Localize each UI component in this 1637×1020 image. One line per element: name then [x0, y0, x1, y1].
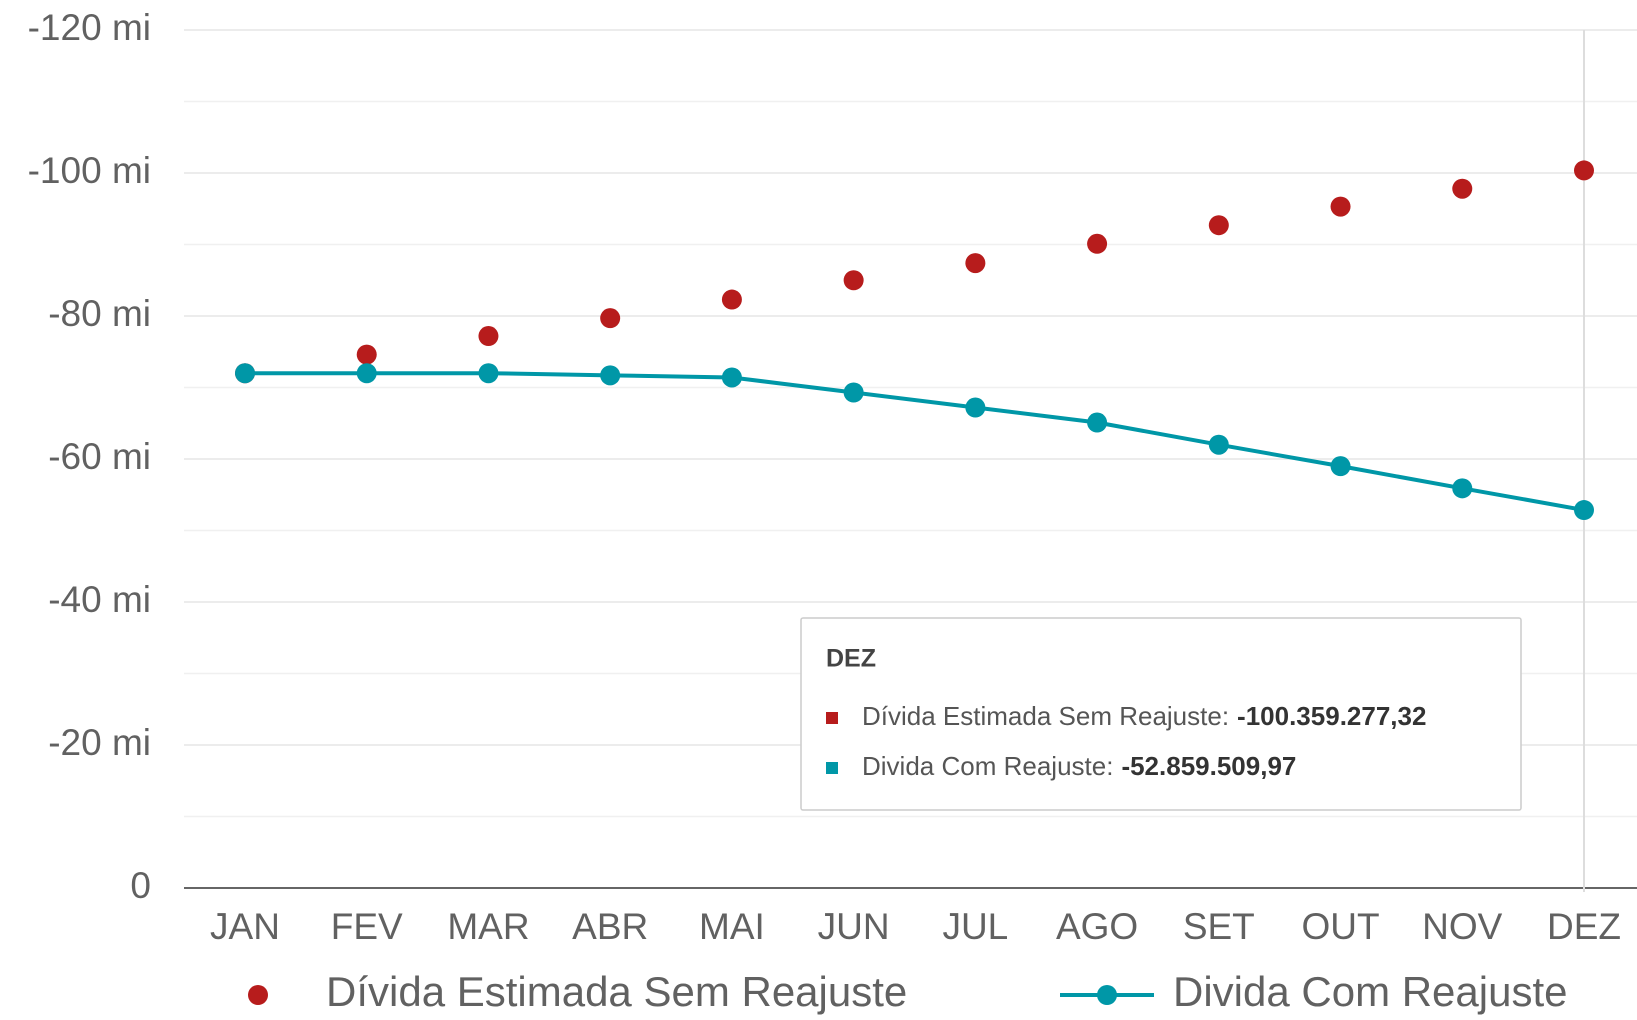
data-point — [235, 363, 255, 384]
x-tick-label: OUT — [1301, 906, 1379, 947]
x-tick-label: MAR — [447, 906, 529, 947]
data-point — [1208, 215, 1229, 236]
y-tick-label: 0 — [130, 865, 151, 906]
tooltip-swatch — [826, 762, 838, 774]
x-tick-label: ABR — [572, 906, 648, 947]
legend-marker — [1097, 985, 1117, 1005]
x-tick-label: NOV — [1422, 906, 1503, 947]
data-point — [1330, 196, 1351, 217]
y-tick-label: -60 mi — [48, 436, 151, 477]
data-point — [356, 363, 377, 384]
legend-label: Dívida Estimada Sem Reajuste — [326, 968, 907, 1015]
data-point — [600, 365, 621, 386]
tooltip-box — [800, 617, 1522, 811]
tooltip: DEZ Dívida Estimada Sem Reajuste: -100.359… — [800, 617, 1522, 811]
data-point — [965, 253, 986, 274]
y-tick-label: -40 mi — [48, 579, 151, 620]
y-tick-label: -80 mi — [48, 293, 151, 334]
tooltip-title: DEZ — [826, 645, 876, 673]
x-tick-label: JUN — [818, 906, 890, 947]
y-tick-label: -120 mi — [28, 7, 151, 48]
data-point — [843, 270, 864, 291]
x-tick-label: FEV — [331, 906, 403, 947]
x-tick-label: JAN — [210, 906, 280, 947]
data-point — [1452, 478, 1473, 499]
legend-label: Divida Com Reajuste — [1173, 968, 1568, 1015]
data-point — [478, 363, 499, 384]
data-point — [721, 289, 742, 310]
data-point — [843, 382, 864, 403]
data-point — [478, 326, 499, 347]
tooltip-label: Dívida Estimada Sem Reajuste: — [862, 701, 1229, 731]
data-point — [1452, 178, 1473, 199]
x-tick-label: SET — [1183, 906, 1255, 947]
y-tick-label: -20 mi — [48, 722, 151, 763]
data-point — [1574, 500, 1594, 521]
tooltip-value: -100.359.277,32 — [1237, 701, 1426, 731]
tooltip-label: Divida Com Reajuste: — [862, 751, 1113, 781]
x-tick-label: AGO — [1056, 906, 1138, 947]
y-tick-label: -100 mi — [28, 150, 151, 191]
data-point — [600, 308, 621, 329]
series-line — [245, 371, 1585, 513]
data-point — [1208, 434, 1229, 455]
tooltip-item: Divida Com Reajuste: -52.859.509,97 — [862, 751, 1296, 781]
data-point — [1330, 456, 1351, 477]
tooltip-value: -52.859.509,97 — [1121, 751, 1296, 781]
tooltip-swatch — [826, 712, 838, 724]
legend-marker — [248, 985, 268, 1005]
data-point — [1087, 233, 1108, 254]
x-tick-label: MAI — [699, 906, 765, 947]
data-point — [965, 397, 986, 418]
data-point — [721, 367, 742, 388]
data-point — [1087, 412, 1108, 433]
data-point — [356, 344, 377, 365]
data-point — [1574, 160, 1594, 181]
x-tick-label: DEZ — [1547, 906, 1621, 947]
x-tick-label: JUL — [942, 906, 1008, 947]
tooltip-item: Dívida Estimada Sem Reajuste: -100.359.27… — [862, 701, 1426, 731]
